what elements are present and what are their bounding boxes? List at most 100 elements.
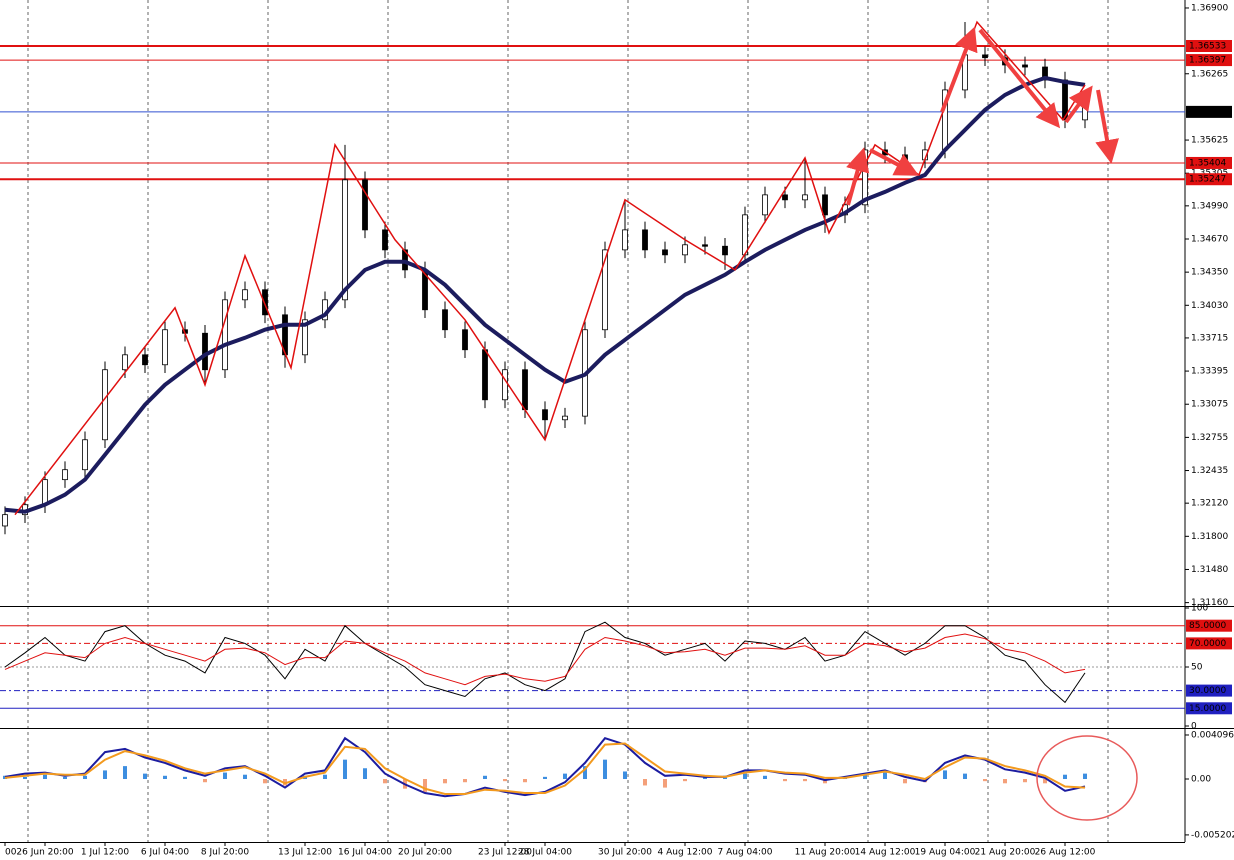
y-tick-label: 100 [1191,604,1208,614]
candle-body [522,369,528,411]
histogram-bar [963,773,967,780]
histogram-bar [23,776,27,780]
histogram-bar [323,774,327,780]
x-tick-label: 26 Aug 12:00 [1035,848,1096,858]
histogram-bar [1063,774,1067,780]
histogram-bar [63,776,67,780]
histogram-bar [943,770,947,780]
histogram-bar [883,772,887,780]
x-tick-label: 20 Jul 20:00 [398,848,452,858]
annotation-arrows [846,26,1119,206]
x-tick-label: 21 Aug 20:00 [975,848,1036,858]
level-label: 70.0000 [1189,639,1226,649]
histogram-bar [383,779,387,784]
y-tick-label: 1.35625 [1191,136,1228,146]
macd-line [4,736,1086,798]
histogram-bar [683,779,687,782]
moving-average [4,75,1086,514]
candle-body [782,194,788,201]
histogram-bar [783,779,787,782]
oscillator-line [4,621,1086,704]
candle-body [1022,64,1028,68]
candle-body [822,194,828,216]
candle-body [342,179,348,301]
candle-body [542,409,548,421]
histogram-bar [1043,779,1047,784]
y-tick-label: 1.36265 [1191,69,1228,79]
y-tick-label: 1.31160 [1191,598,1228,608]
histogram-bar [583,766,587,780]
level-label: 1.35404 [1189,158,1226,168]
histogram-bar [463,779,467,783]
y-tick-label: 0.00 [1191,775,1211,785]
histogram-bar [763,775,767,780]
candle-body [142,354,148,366]
candle-body [562,415,568,421]
candle-body [42,479,48,506]
x-tick-label: 19 Aug 04:00 [915,848,976,858]
candle-body [222,299,228,371]
x-tick-label: 8 Jul 20:00 [201,848,250,858]
histogram-bar [263,779,267,784]
candle-body [442,309,448,331]
histogram-bar [443,779,447,784]
histogram-bar [143,773,147,780]
candle-body [82,439,88,471]
histogram-bar [243,774,247,780]
histogram-bar [483,775,487,780]
histogram-bar [983,779,987,782]
candle-body [2,514,8,527]
candle-body [862,149,868,206]
level-label-box [1186,54,1232,67]
candle-body [702,244,708,247]
y-tick-label: 1.34670 [1191,234,1228,244]
y-tick-label: 1.33075 [1191,400,1228,410]
x-tick-label: 6 Jul 04:00 [141,848,190,858]
arrow [1095,89,1119,164]
x-tick-label: 26 Jun 20:00 [16,848,73,858]
candle-body [982,54,988,59]
candle-body [462,329,468,351]
histogram-bar [423,779,427,792]
candle-body [262,289,268,316]
histogram-bar [203,779,207,783]
histogram-bar [563,773,567,780]
arrow [846,147,870,206]
histogram-bar [603,759,607,780]
candle-body [902,154,908,161]
level-label-box [1186,684,1232,697]
candle-body [122,354,128,371]
histogram-bar [523,779,527,783]
macd-line [4,742,1086,795]
candle-body [482,349,488,401]
candle-body [502,369,508,401]
candle-body [62,469,68,481]
level-label-box [1186,702,1232,715]
y-tick-label: 1.34350 [1191,268,1228,278]
y-tick-label: 50 [1191,663,1203,673]
level-label: 1.36533 [1189,41,1226,51]
x-tick-label: 11 Aug 20:00 [795,848,856,858]
y-tick-label: -0.005202 [1191,830,1234,840]
y-tick-label: 1.32435 [1191,466,1228,476]
histogram-bar [663,779,667,788]
candle-body [682,244,688,256]
x-tick-label: 1 Jul 12:00 [81,848,130,858]
candle-body [742,214,748,256]
histogram-bar [223,772,227,780]
histogram-bar [83,775,87,780]
histogram-bar [903,779,907,784]
arrow [978,28,1061,129]
y-tick-label: 1.33715 [1191,333,1228,343]
candle-body [102,369,108,441]
candle-body [242,289,248,301]
y-tick-label: 1.36900 [1191,3,1228,13]
level-label: 1.35247 [1189,175,1226,185]
histogram-bar [43,774,47,780]
histogram-bar [343,759,347,780]
y-tick-label: 1.31480 [1191,565,1228,575]
y-tick-label: 0 [1191,722,1197,732]
histogram-bar [123,766,127,780]
